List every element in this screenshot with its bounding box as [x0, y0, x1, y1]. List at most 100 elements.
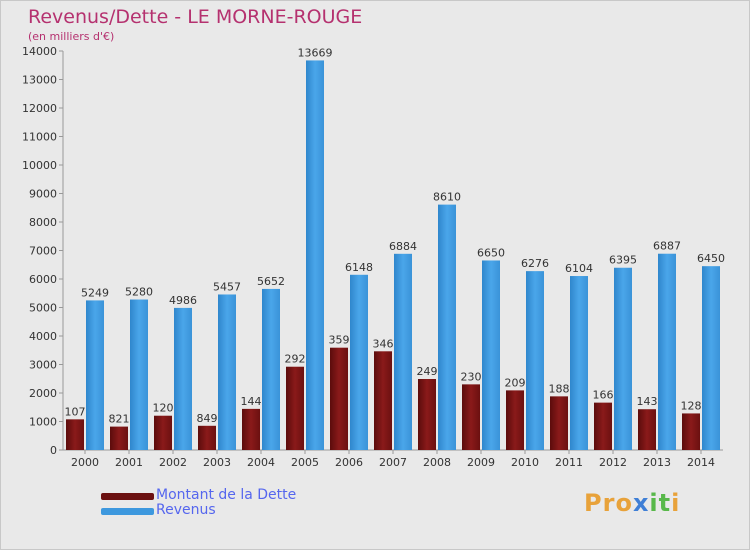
- data-label-revenue: 5457: [213, 280, 241, 293]
- y-tick-label: 14000: [22, 45, 57, 58]
- x-tick-label: 2004: [247, 456, 275, 469]
- data-label-debt: 188: [549, 382, 570, 395]
- bar-debt: [374, 351, 392, 450]
- chart-title: Revenus/Dette - LE MORNE-ROUGE: [28, 6, 363, 28]
- data-label-debt: 292: [285, 353, 306, 366]
- data-label-debt: 128: [681, 399, 702, 412]
- bar-revenue: [86, 300, 104, 450]
- bar-debt: [506, 390, 524, 450]
- legend-label-revenue: Revenus: [156, 502, 216, 518]
- data-label-debt: 166: [593, 389, 614, 402]
- y-tick-label: 7000: [29, 245, 57, 258]
- data-label-revenue: 6650: [477, 246, 505, 259]
- legend-label-debt: Montant de la Dette: [156, 487, 297, 503]
- data-label-debt: 144: [241, 395, 262, 408]
- y-tick-label: 9000: [29, 188, 57, 201]
- data-labels: 107 5249 821 5280 120 4986 849 5457 144 5652 292 13…: [65, 46, 726, 425]
- x-tick-label: 2014: [687, 456, 715, 469]
- y-tick-label: 5000: [29, 302, 57, 315]
- bar-revenue: [394, 253, 412, 450]
- legend-swatch-debt: [101, 493, 154, 500]
- data-label-debt: 120: [153, 402, 174, 415]
- logo-letter: i: [649, 489, 659, 517]
- bar-debt: [594, 402, 612, 450]
- bar-debt: [242, 408, 260, 450]
- bar-debt: [682, 413, 700, 450]
- logo-letter: P: [584, 489, 603, 517]
- data-label-revenue: 6884: [389, 240, 417, 253]
- x-tick-label: 2009: [467, 456, 495, 469]
- y-tick-label: 11000: [22, 131, 57, 144]
- y-tick-label: 3000: [29, 359, 57, 372]
- bar-debt: [330, 347, 348, 450]
- logo-letter: x: [632, 489, 650, 517]
- data-label-revenue: 5280: [125, 286, 153, 299]
- data-label-revenue: 8610: [433, 191, 461, 204]
- data-label-revenue: 6395: [609, 254, 637, 267]
- x-tick-label: 2002: [159, 456, 187, 469]
- y-tick-label: 2000: [29, 387, 57, 400]
- bar-debt: [286, 366, 304, 450]
- bar-revenue: [614, 267, 632, 450]
- bar-revenue: [306, 60, 324, 450]
- data-label-debt: 346: [373, 337, 394, 350]
- y-tick-label: 4000: [29, 330, 57, 343]
- x-tick-label: 2010: [511, 456, 539, 469]
- x-tick-label: 2013: [643, 456, 671, 469]
- y-tick-label: 0: [50, 444, 57, 457]
- data-label-debt: 209: [505, 376, 526, 389]
- bar-revenue: [526, 271, 544, 450]
- proxiti-logo: Proxiti: [584, 489, 680, 517]
- x-tick-label: 2001: [115, 456, 143, 469]
- logo-letter: o: [615, 489, 633, 517]
- bar-debt: [154, 415, 172, 450]
- bar-debt: [198, 425, 216, 450]
- bar-revenue: [482, 260, 500, 450]
- bar-revenue: [702, 266, 720, 450]
- data-label-revenue: 4986: [169, 294, 197, 307]
- bar-debt: [66, 419, 84, 450]
- y-tick-label: 10000: [22, 159, 57, 172]
- y-tick-label: 6000: [29, 273, 57, 286]
- data-label-revenue: 5652: [257, 275, 285, 288]
- data-label-revenue: 6276: [521, 257, 549, 270]
- chart-subtitle: (en milliers d'€): [28, 30, 115, 43]
- logo-letter: t: [658, 489, 672, 517]
- bar-debt: [638, 409, 656, 450]
- axes: 0 1000 2000 3000 4000 5000 6000 7000 8000 9000 100…: [22, 45, 723, 469]
- logo-letter: r: [602, 489, 616, 517]
- data-label-debt: 143: [637, 395, 658, 408]
- x-tick-label: 2000: [71, 456, 99, 469]
- data-label-revenue: 13669: [298, 46, 333, 59]
- bar-revenue: [262, 288, 280, 450]
- bar-revenue: [174, 307, 192, 450]
- data-label-revenue: 6148: [345, 261, 373, 274]
- bar-debt: [462, 384, 480, 450]
- bar-debt: [550, 396, 568, 450]
- bar-revenue: [658, 253, 676, 450]
- x-tick-label: 2012: [599, 456, 627, 469]
- y-tick-label: 13000: [22, 74, 57, 87]
- data-label-debt: 230: [461, 370, 482, 383]
- data-label-debt: 249: [417, 365, 438, 378]
- data-label-revenue: 6450: [697, 252, 725, 265]
- data-label-debt: 359: [329, 334, 350, 347]
- data-label-revenue: 6104: [565, 262, 593, 275]
- x-tick-label: 2011: [555, 456, 583, 469]
- data-label-revenue: 6887: [653, 240, 681, 253]
- x-tick-label: 2003: [203, 456, 231, 469]
- x-tick-label: 2008: [423, 456, 451, 469]
- x-tick-label: 2005: [291, 456, 319, 469]
- x-tick-label: 2006: [335, 456, 363, 469]
- data-label-debt: 821: [109, 413, 130, 426]
- y-tick-label: 12000: [22, 102, 57, 115]
- legend-swatch-revenue: [101, 508, 154, 515]
- bar-debt: [110, 426, 128, 450]
- bar-revenue: [130, 299, 148, 450]
- bar-debt: [418, 379, 436, 450]
- bar-revenue: [350, 274, 368, 450]
- data-label-debt: 107: [65, 405, 86, 418]
- bar-revenue: [218, 294, 236, 450]
